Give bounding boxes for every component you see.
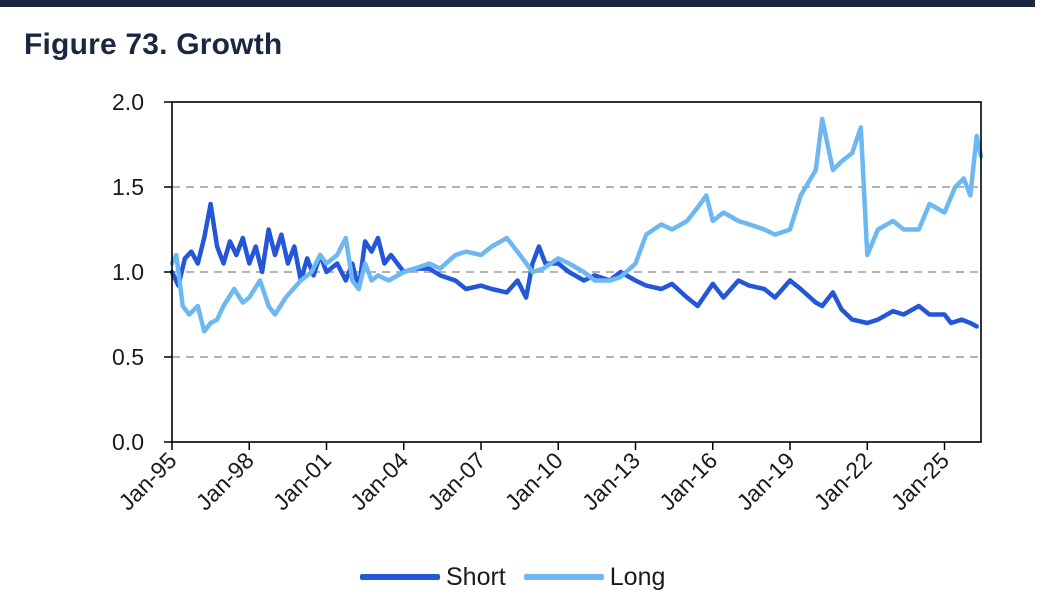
figure-title: Figure 73. Growth <box>24 28 283 61</box>
x-tick-label: Jan-10 <box>500 447 568 515</box>
series-line-long <box>169 116 984 334</box>
y-tick-label: 2.0 <box>112 89 144 115</box>
x-axis: Jan-95 Jan-98 Jan-01 Jan-04 Jan-07 Jan-10 Jan-… <box>113 442 954 515</box>
series-line-short <box>169 201 979 329</box>
x-tick-label: Jan-25 <box>886 447 954 515</box>
x-tick-label: Jan-04 <box>345 447 413 515</box>
top-rule <box>0 0 1035 7</box>
x-tick-label: Jan-22 <box>809 447 877 515</box>
legend-item-long: Long <box>523 562 666 592</box>
x-tick-label: Jan-07 <box>422 447 490 515</box>
legend: Short Long <box>360 560 683 594</box>
y-tick-label: 0.0 <box>112 429 144 455</box>
x-tick-label: Jan-01 <box>268 447 336 515</box>
legend-item-short: Short <box>360 563 506 592</box>
legend-swatch-short <box>360 574 440 580</box>
legend-label-short: Short <box>446 562 506 591</box>
y-tick-label: 1.5 <box>112 174 144 200</box>
x-tick-label: Jan-13 <box>577 447 645 515</box>
legend-label-long: Long <box>609 562 666 591</box>
x-tick-label: Jan-16 <box>654 447 722 515</box>
series-layer <box>169 116 984 334</box>
y-tick-label: 1.0 <box>112 259 144 285</box>
legend-swatch-long <box>523 574 604 580</box>
x-tick-label: Jan-19 <box>731 447 799 515</box>
y-tick-label: 0.5 <box>112 344 144 370</box>
x-tick-label: Jan-98 <box>191 447 259 515</box>
grid-lines <box>172 186 981 358</box>
x-tick-label: Jan-95 <box>113 447 181 515</box>
y-axis: 0.0 0.5 1.0 1.5 2.0 <box>112 89 172 455</box>
